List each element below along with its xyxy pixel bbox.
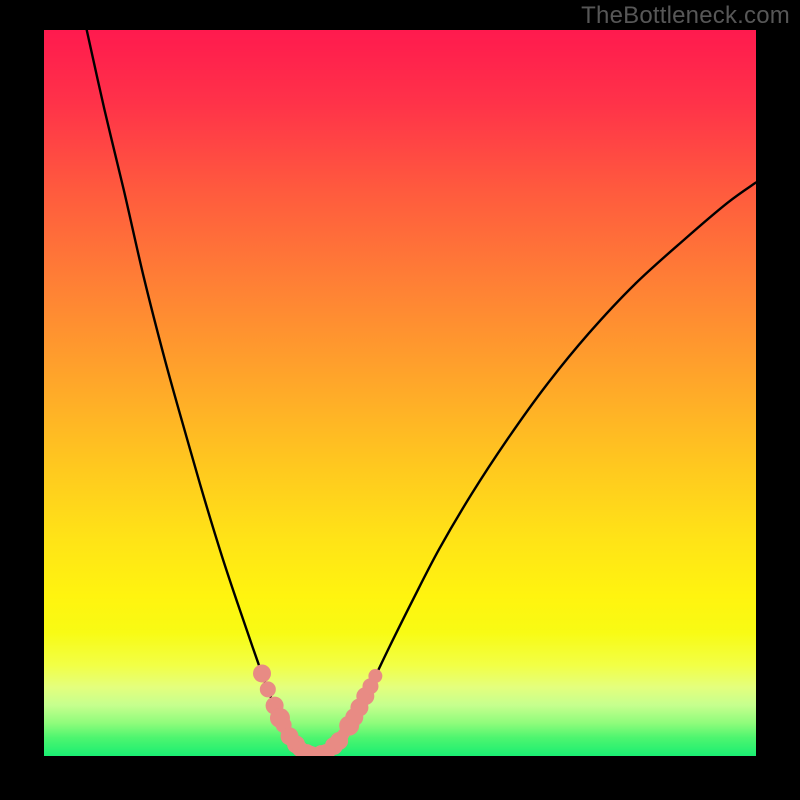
plot-gradient-background (44, 30, 756, 756)
performance-dot (253, 664, 271, 682)
performance-dot (260, 681, 276, 697)
chart-root: TheBottleneck.com (0, 0, 800, 800)
performance-dot (368, 669, 382, 683)
watermark-text: TheBottleneck.com (581, 2, 790, 30)
bottleneck-chart (0, 0, 800, 800)
